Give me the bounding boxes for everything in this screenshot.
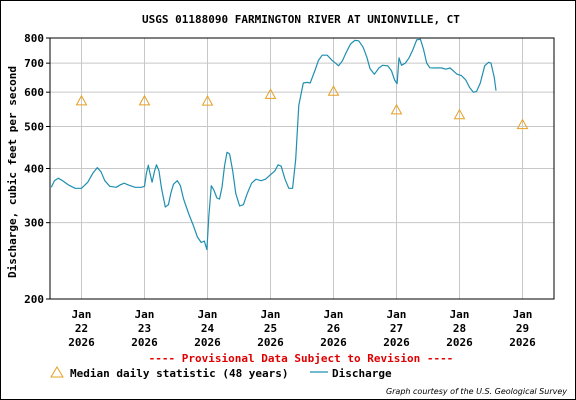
x-tick-text: 25 <box>264 322 277 335</box>
x-tick-text: Jan <box>261 308 281 321</box>
chart-title: USGS 01188090 FARMINGTON RIVER AT UNIONV… <box>142 13 460 26</box>
series-layer <box>50 38 497 251</box>
y-tick-label: 300 <box>24 217 44 230</box>
x-tick-text: Jan <box>450 308 470 321</box>
discharge-series-line <box>50 38 497 251</box>
median-marker <box>264 88 277 99</box>
median-marker <box>453 108 466 120</box>
y-tick-label: 800 <box>24 32 44 45</box>
median-marker <box>201 95 214 106</box>
y-axis-label: Discharge, cubic feet per second <box>6 66 19 278</box>
median-marker <box>327 85 340 96</box>
x-tick-text: Jan <box>387 308 407 321</box>
y-axis-ticks: 200 300 400 500 600 700 800 <box>24 32 50 306</box>
provisional-notice: ---- Provisional Data Subject to Revisio… <box>149 352 454 365</box>
credit-line: Graph courtesy of the U.S. Geological Su… <box>386 387 567 396</box>
y-tick-label: 400 <box>24 163 44 176</box>
legend-median-marker-icon <box>50 366 64 378</box>
grid <box>50 38 554 299</box>
x-tick-text: 26 <box>327 322 341 335</box>
y-tick-label: 700 <box>24 57 44 70</box>
x-tick-text: 2026 <box>446 336 473 349</box>
y-tick-label: 600 <box>24 86 44 99</box>
y-tick-label: 200 <box>24 293 44 306</box>
x-tick-text: 22 <box>75 322 88 335</box>
x-tick-text: 2026 <box>383 336 410 349</box>
x-tick-text: 2026 <box>194 336 221 349</box>
x-tick-text: 2026 <box>509 336 536 349</box>
legend-median-label: Median daily statistic (48 years) <box>70 367 289 380</box>
x-tick-text: 29 <box>516 322 529 335</box>
legend-discharge-label: Discharge <box>332 367 392 380</box>
x-tick-text: 2026 <box>68 336 95 349</box>
x-tick-text: 2026 <box>257 336 284 349</box>
median-marker <box>138 94 151 106</box>
x-tick-text: Jan <box>135 308 155 321</box>
x-tick-text: 27 <box>390 322 403 335</box>
median-markers <box>75 85 529 130</box>
x-tick-text: Jan <box>198 308 218 321</box>
x-tick-text: 2026 <box>320 336 347 349</box>
x-tick-text: 28 <box>453 322 466 335</box>
y-tick-label: 500 <box>24 120 44 133</box>
x-tick-text: Jan <box>324 308 344 321</box>
x-tick-text: 24 <box>201 322 215 335</box>
median-marker <box>390 103 403 115</box>
x-tick-text: 2026 <box>131 336 158 349</box>
median-marker <box>516 118 529 130</box>
x-axis-ticks: Jan222026Jan232026Jan242026Jan252026Jan2… <box>68 308 536 349</box>
x-tick-text: Jan <box>513 308 533 321</box>
median-marker <box>75 94 88 106</box>
x-tick-text: Jan <box>72 308 92 321</box>
x-tick-text: 23 <box>138 322 151 335</box>
